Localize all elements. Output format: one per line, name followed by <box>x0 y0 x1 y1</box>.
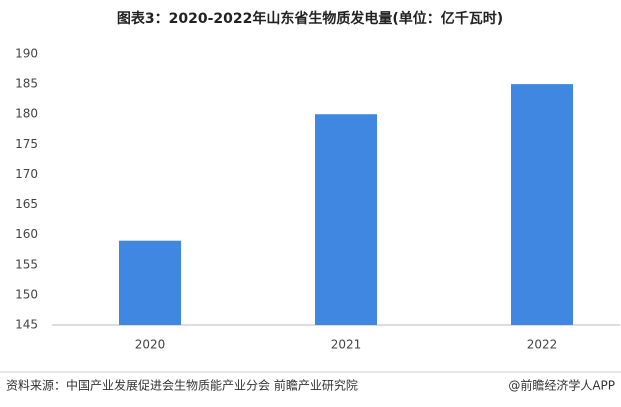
y-tick-label: 170 <box>15 167 38 181</box>
y-tick-label: 190 <box>15 47 38 61</box>
bar <box>511 84 573 325</box>
x-tick-label: 2021 <box>331 338 362 352</box>
y-tick-label: 175 <box>15 137 38 151</box>
y-tick-label: 150 <box>15 287 38 301</box>
y-tick-label: 165 <box>15 197 38 211</box>
credit: @前瞻经济学人APP <box>508 378 615 393</box>
y-tick-label: 160 <box>15 227 38 241</box>
y-tick-label: 145 <box>15 318 38 332</box>
y-tick-label: 185 <box>15 77 38 91</box>
y-tick-label: 180 <box>15 107 38 121</box>
y-tick-label: 155 <box>15 257 38 271</box>
bar <box>315 114 377 325</box>
chart-title: 图表3：2020-2022年山东省生物质发电量(单位：亿千瓦时) <box>117 10 503 27</box>
bar <box>119 240 181 325</box>
source-note: 资料来源：中国产业发展促进会生物质能产业分会 前瞻产业研究院 <box>6 378 358 393</box>
x-tick-label: 2020 <box>135 338 166 352</box>
x-tick-label: 2022 <box>527 338 558 352</box>
